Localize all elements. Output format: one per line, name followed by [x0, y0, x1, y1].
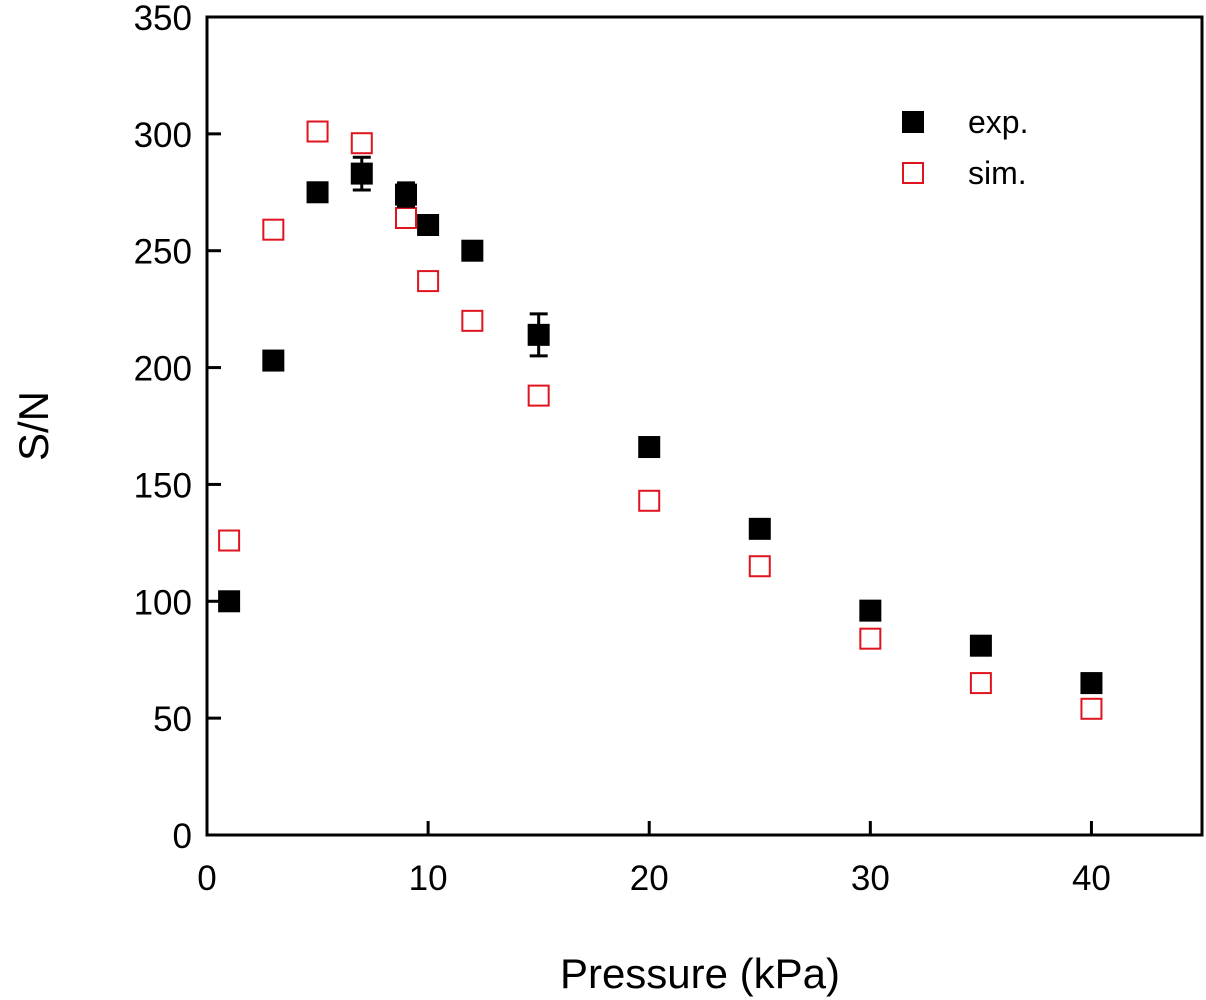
data-point [395, 206, 417, 229]
series-layer [218, 120, 1103, 720]
data-point [969, 634, 992, 657]
y-tick-label: 150 [134, 466, 192, 505]
legend-label: exp. [968, 104, 1028, 140]
y-tick-label: 300 [134, 116, 192, 155]
x-tick-label: 0 [197, 859, 216, 898]
y-tick-label: 350 [134, 0, 192, 38]
x-tick-label: 30 [851, 859, 890, 898]
data-point [218, 529, 241, 552]
data-point [350, 132, 373, 155]
plot-frame [205, 15, 1204, 837]
data-point [748, 555, 771, 578]
x-tick-label: 20 [630, 859, 669, 898]
data-point [859, 599, 882, 622]
y-tick-label: 50 [153, 700, 192, 739]
y-tick-label: 250 [134, 233, 192, 272]
y-axis-title: S/N [10, 391, 57, 461]
x-tick-label: 10 [409, 859, 448, 898]
data-point [638, 436, 661, 459]
data-point [748, 517, 771, 540]
data-point [218, 590, 241, 613]
data-point [527, 323, 550, 346]
series-sim [218, 120, 1103, 720]
y-tick-label: 0 [173, 817, 192, 856]
data-point [395, 183, 417, 206]
series-exp [218, 155, 1103, 695]
legend: exp. sim. [902, 104, 1028, 191]
data-point [461, 239, 484, 262]
legend-marker-exp [902, 111, 924, 133]
data-point [969, 672, 992, 695]
data-point [859, 627, 882, 650]
data-point [306, 120, 329, 143]
x-tick-label: 40 [1072, 859, 1111, 898]
data-point [417, 270, 440, 293]
data-point [417, 214, 440, 237]
data-point [262, 218, 285, 241]
y-tick-label: 200 [134, 350, 192, 389]
data-point [527, 384, 550, 407]
y-tick-label: 100 [134, 583, 192, 622]
legend-label: sim. [968, 155, 1027, 191]
legend-marker-sim [902, 162, 924, 184]
data-point [461, 309, 484, 332]
x-axis-title: Pressure (kPa) [560, 950, 840, 997]
data-point [350, 162, 373, 185]
data-point [262, 349, 285, 372]
x-axis: 0 10 20 30 40 [197, 821, 1111, 898]
data-point [306, 181, 329, 204]
data-point [1080, 672, 1103, 695]
data-point [638, 489, 661, 512]
data-point [1080, 697, 1103, 720]
